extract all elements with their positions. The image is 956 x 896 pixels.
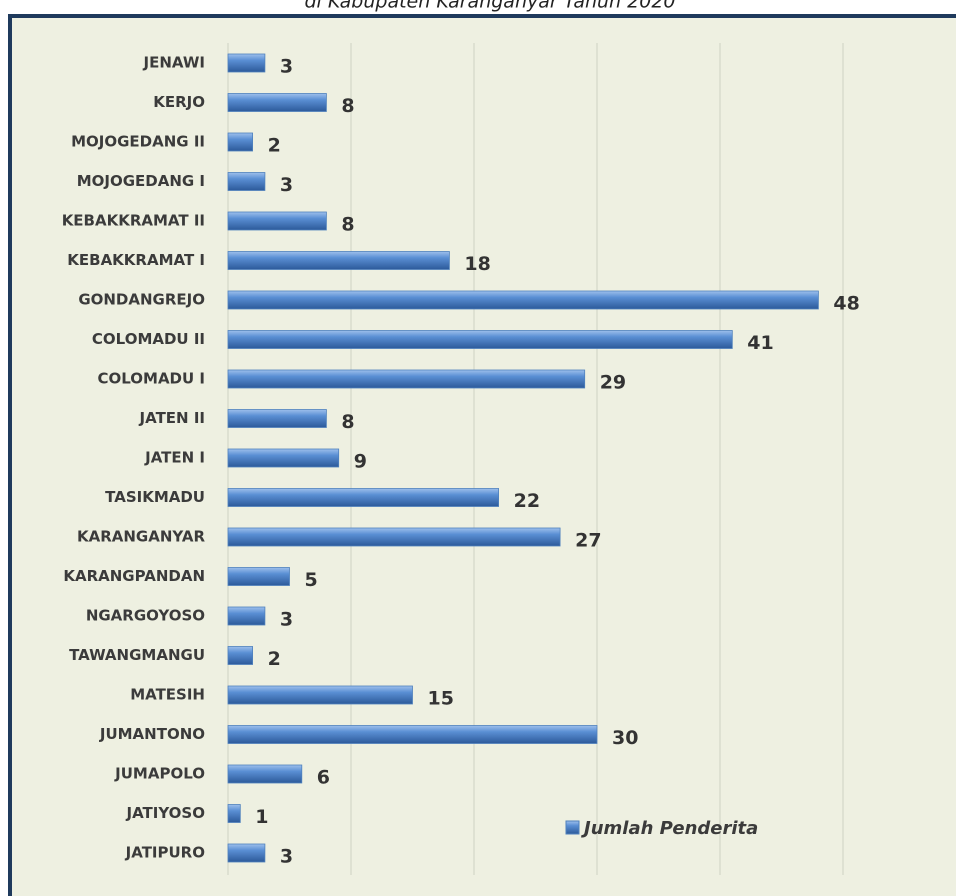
- y-tick-label: GONDANGREJO: [78, 291, 205, 309]
- bar: [227, 567, 290, 586]
- bar: [227, 251, 450, 270]
- y-tick-label: KEBAKKRAMAT I: [67, 251, 205, 269]
- y-tick-label: KERJO: [153, 93, 205, 111]
- chart-panel: [8, 14, 956, 896]
- y-tick-label: KEBAKKRAMAT II: [62, 212, 205, 230]
- y-tick-label: MATESIH: [130, 686, 205, 704]
- bar: [227, 53, 266, 73]
- data-label: 3: [280, 846, 293, 868]
- y-tick-label: JUMAPOLO: [114, 765, 205, 783]
- bar: [227, 488, 500, 507]
- data-label: 6: [317, 767, 330, 789]
- y-tick-label: JUMANTONO: [99, 725, 205, 743]
- data-label: 8: [341, 214, 354, 236]
- y-tick-label: MOJOGEDANG I: [77, 172, 205, 190]
- bar: [227, 804, 241, 823]
- data-label: 22: [514, 490, 540, 512]
- y-tick-label: JATEN I: [144, 449, 205, 467]
- legend-label: Jumlah Penderita: [581, 818, 758, 839]
- y-tick-label: KARANGPANDAN: [63, 567, 205, 585]
- bar: [227, 606, 266, 626]
- data-label: 3: [280, 174, 293, 196]
- y-tick-label: MOJOGEDANG II: [71, 133, 205, 151]
- bar: [227, 646, 254, 665]
- y-tick-label: TASIKMADU: [105, 488, 205, 506]
- bar: [227, 409, 327, 428]
- bar: [227, 211, 327, 231]
- data-label: 2: [268, 135, 281, 157]
- bar: [227, 330, 733, 349]
- data-label: 27: [575, 530, 601, 552]
- y-tick-label: NGARGOYOSO: [86, 607, 205, 625]
- legend-swatch: [565, 820, 580, 835]
- data-label: 48: [833, 293, 859, 315]
- y-tick-label: JATIPURO: [125, 844, 205, 862]
- bar: [227, 172, 266, 191]
- bar: [227, 843, 266, 863]
- data-label: 5: [305, 569, 318, 591]
- data-label: 9: [354, 451, 367, 473]
- data-label: 8: [341, 411, 354, 433]
- data-label: 3: [280, 609, 293, 631]
- bar: [227, 448, 340, 468]
- y-tick-label: JENAWI: [143, 54, 205, 72]
- bar: [227, 132, 254, 152]
- bar: [227, 764, 303, 784]
- y-tick-label: JATIYOSO: [126, 804, 205, 822]
- bar: [227, 369, 586, 389]
- bar: [227, 725, 598, 744]
- data-label: 1: [255, 806, 268, 828]
- data-label: 30: [612, 727, 638, 749]
- data-label: 8: [341, 95, 354, 117]
- y-tick-label: KARANGANYAR: [77, 528, 205, 546]
- bar: [227, 290, 819, 310]
- bar: [227, 93, 327, 112]
- y-tick-label: JATEN II: [139, 409, 205, 427]
- data-label: 15: [428, 688, 454, 710]
- bar: [227, 685, 413, 705]
- y-tick-label: COLOMADU I: [97, 370, 205, 388]
- chart-title: di Kabupaten Karanganyar Tahun 2020: [304, 0, 675, 13]
- bar: [227, 527, 561, 547]
- data-label: 41: [747, 332, 773, 354]
- data-label: 18: [464, 253, 490, 275]
- data-label: 29: [600, 372, 626, 394]
- data-label: 2: [268, 648, 281, 670]
- y-tick-label: COLOMADU II: [92, 330, 205, 348]
- y-tick-label: TAWANGMANGU: [69, 646, 205, 664]
- data-label: 3: [280, 56, 293, 78]
